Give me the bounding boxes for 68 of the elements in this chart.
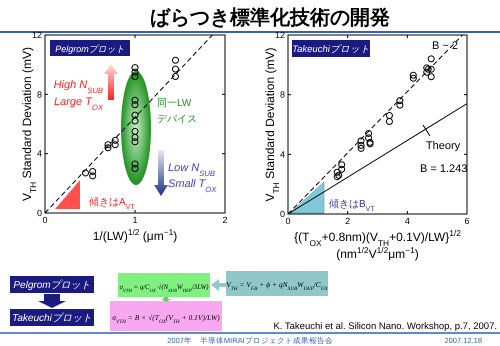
x-tick-label: 2 (222, 215, 228, 225)
annotation: 傾きはA$_{VT}$ (89, 197, 136, 210)
annotation: High N$_{SUB}$ Large T$_{OX}$ (54, 79, 104, 112)
point (132, 112, 138, 119)
point (104, 144, 112, 152)
x-tick-label: 2 (345, 216, 350, 226)
point (89, 172, 96, 180)
point (132, 138, 138, 146)
point (132, 96, 138, 104)
point (132, 118, 138, 125)
legend-label: Theory (426, 140, 461, 152)
point (338, 166, 346, 173)
point (172, 66, 179, 73)
point (132, 68, 138, 76)
point (132, 73, 138, 80)
point (410, 74, 417, 82)
point (365, 134, 372, 142)
point (132, 128, 138, 135)
point (423, 68, 430, 76)
point (428, 66, 435, 73)
point (132, 64, 138, 72)
point (112, 141, 119, 148)
point (334, 168, 341, 176)
point (89, 168, 96, 175)
text: Pelgromプロット (13, 279, 91, 291)
annotation: Takeuchiプロット (292, 44, 370, 55)
point (132, 101, 138, 108)
x-axis-title: 1/(LW)$^{1/2}$ (μm$^{−1}$) (92, 227, 178, 243)
text: ばらつき標準化技術の開発 (150, 7, 390, 29)
annotation: 傾きはB$_{VT}$ (329, 199, 376, 212)
annotation: B ~ 2 (432, 40, 458, 52)
point (358, 142, 365, 149)
annotation: Pelgromプロット (55, 44, 125, 54)
text: K. Takeuchi et al. Silicon Nano. Workshop, p.7, 2007. (273, 321, 497, 332)
y-tick-label: 8 (280, 90, 285, 100)
point (104, 141, 112, 148)
x-tick-label: 1 (132, 215, 138, 225)
point (396, 97, 404, 104)
x-tick-label: 6 (464, 216, 470, 226)
y-tick-label: 8 (36, 89, 42, 100)
annotation: Low N$_{SUB}$ Small T$_{OX}$ (168, 162, 218, 194)
point (428, 55, 435, 62)
point (386, 118, 393, 126)
point (365, 130, 372, 137)
text: {(T$_{OX}$+0.8nm)(V$_{TH}$+0.1V)/LW}$^{1/2}$ (nm$^{1/2}$V$^{1/2}$μm$^{−1}$) (294, 228, 461, 261)
y-tick-label: 12 (32, 30, 42, 40)
y-tick-label: 4 (280, 149, 285, 160)
annotation: 同一LW デバイス (157, 98, 197, 125)
point (132, 165, 138, 172)
point (132, 134, 138, 141)
point (386, 112, 393, 120)
y-tick-label: 0 (36, 208, 42, 218)
point (428, 73, 435, 80)
point (112, 136, 119, 144)
point (132, 160, 138, 168)
point (358, 137, 365, 144)
x-tick-label: 4 (404, 216, 410, 226)
annotation: B = 1.243 (420, 163, 468, 175)
point (172, 73, 179, 80)
point (338, 161, 346, 168)
point (172, 56, 179, 64)
y-tick-label: 4 (36, 148, 42, 159)
point (410, 72, 417, 79)
point (82, 169, 89, 176)
point (396, 102, 404, 109)
text: Takeuchiプロット (12, 312, 92, 324)
point (358, 144, 365, 152)
y-tick-label: 12 (274, 30, 285, 40)
